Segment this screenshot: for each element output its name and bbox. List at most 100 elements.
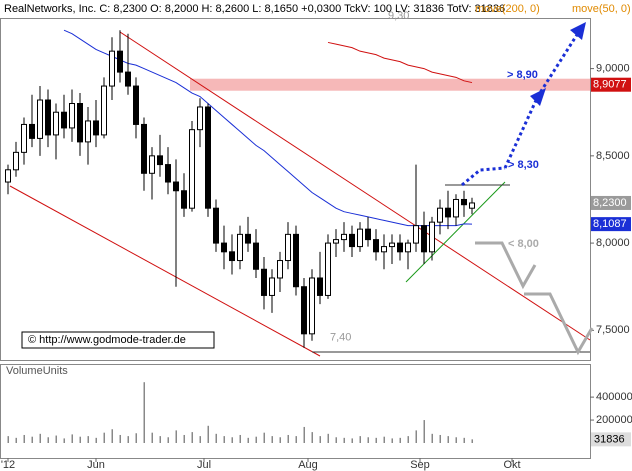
annotation: > 8,30 [508, 159, 539, 171]
resistance-band [190, 78, 590, 91]
candle-body [341, 233, 347, 241]
volume-bar [55, 435, 57, 443]
volume-bar [391, 438, 393, 443]
candle-body [5, 169, 11, 183]
volume-bar [127, 436, 129, 443]
volume-bar [15, 437, 17, 443]
candle-body [405, 242, 411, 253]
volume-bar [295, 436, 297, 443]
volume-bar [63, 438, 65, 443]
candle-body [445, 207, 451, 218]
candle-body [197, 106, 203, 131]
candle-body [325, 242, 331, 296]
candle-body [261, 268, 267, 296]
volume-panel [0, 364, 591, 459]
volume-bar [239, 434, 241, 443]
volume-bar [343, 437, 345, 443]
arrow-head [570, 22, 586, 40]
volume-bar [335, 437, 337, 443]
candle-body [365, 228, 371, 241]
ma-line [327, 41, 473, 84]
candle-body [109, 50, 115, 87]
price-badge [591, 217, 631, 232]
candle-body [77, 103, 83, 143]
candle-body [61, 111, 67, 129]
volume-bar [327, 433, 329, 443]
candle-body [373, 239, 379, 253]
volume-bar [359, 436, 361, 443]
candle-body [101, 85, 107, 136]
volume-bar [223, 436, 225, 443]
candle-body [117, 50, 123, 73]
volume-badge-label: 31836 [594, 433, 625, 445]
volume-bar [367, 437, 369, 443]
candle-body [349, 233, 355, 248]
candle-body [461, 198, 467, 206]
volume-bar [191, 432, 193, 443]
volume-bar [183, 434, 185, 443]
y-tick-label: 8,5000 [596, 150, 630, 162]
volume-bar [383, 436, 385, 443]
x-tick-label: Okt [503, 459, 520, 471]
y-tick-label: 8,0000 [596, 237, 630, 249]
support-line [405, 181, 506, 283]
volume-bar [375, 437, 377, 443]
candle-body [301, 286, 307, 335]
volume-bar [351, 438, 353, 443]
candle-body [469, 202, 475, 209]
price-badge-label: 8,9077 [593, 79, 627, 91]
volume-bar [111, 429, 113, 443]
price-badge [591, 77, 631, 92]
volume-bar [263, 432, 265, 443]
volume-bar [423, 420, 425, 443]
volume-bar [431, 433, 433, 443]
trend-line [119, 31, 591, 341]
scenario-arrow [475, 241, 537, 290]
candle-body [389, 242, 395, 248]
candle-body [189, 129, 195, 209]
ma-label: move(200, 0) [475, 3, 540, 15]
volume-bar [207, 425, 209, 443]
candle-body [421, 225, 427, 253]
candle-body [413, 225, 419, 244]
x-tick-label: Jul [197, 459, 211, 471]
y-tick-label: 200000 [596, 414, 632, 426]
x-tick-label: '12 [1, 459, 15, 471]
volume-bar [175, 430, 177, 443]
volume-bar [455, 437, 457, 443]
candle-body [437, 207, 443, 223]
volume-bar [95, 437, 97, 443]
price-badge [591, 195, 631, 210]
candle-body [141, 123, 147, 174]
candle-body [93, 120, 99, 136]
annotation: > 8,90 [507, 69, 538, 81]
volume-bar [311, 432, 313, 443]
candle-body [53, 111, 59, 136]
volume-bar [279, 437, 281, 443]
candle-body [429, 221, 435, 253]
price-badge-label: 8,2300 [593, 197, 627, 209]
volume-bar [463, 437, 465, 443]
candle-body [309, 277, 315, 335]
volume-bar [23, 434, 25, 443]
annotation-box [21, 331, 215, 349]
price-panel [0, 18, 591, 361]
candle-body [237, 233, 243, 262]
trend-line [9, 185, 321, 357]
volume-bar [447, 436, 449, 443]
volume-bar [415, 430, 417, 443]
candle-body [69, 103, 75, 129]
volume-bar [87, 436, 89, 443]
volume-bar [151, 432, 153, 443]
candle-body [133, 85, 139, 125]
scenario-arrow [524, 292, 594, 356]
volume-bar [303, 426, 305, 443]
y-tick-label: 7,5000 [596, 324, 630, 336]
candle-body [397, 242, 403, 253]
scenario-arrow [461, 166, 506, 187]
volume-bar [167, 437, 169, 443]
y-tick-label: 400000 [596, 391, 632, 403]
volume-bar [79, 436, 81, 443]
